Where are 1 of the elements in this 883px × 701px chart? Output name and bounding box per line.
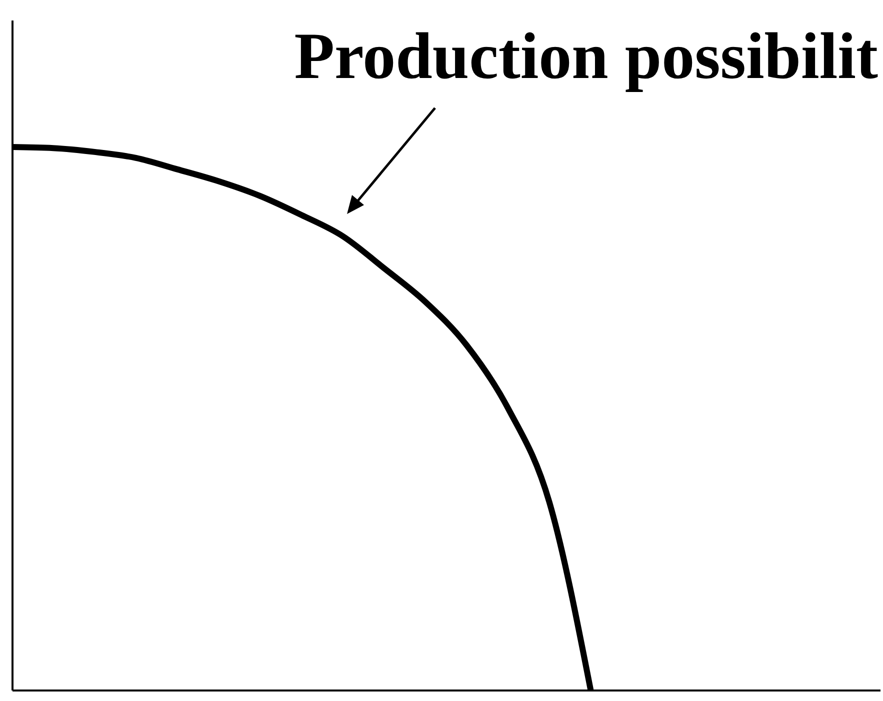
text: Production possibilit: [294, 20, 878, 93]
